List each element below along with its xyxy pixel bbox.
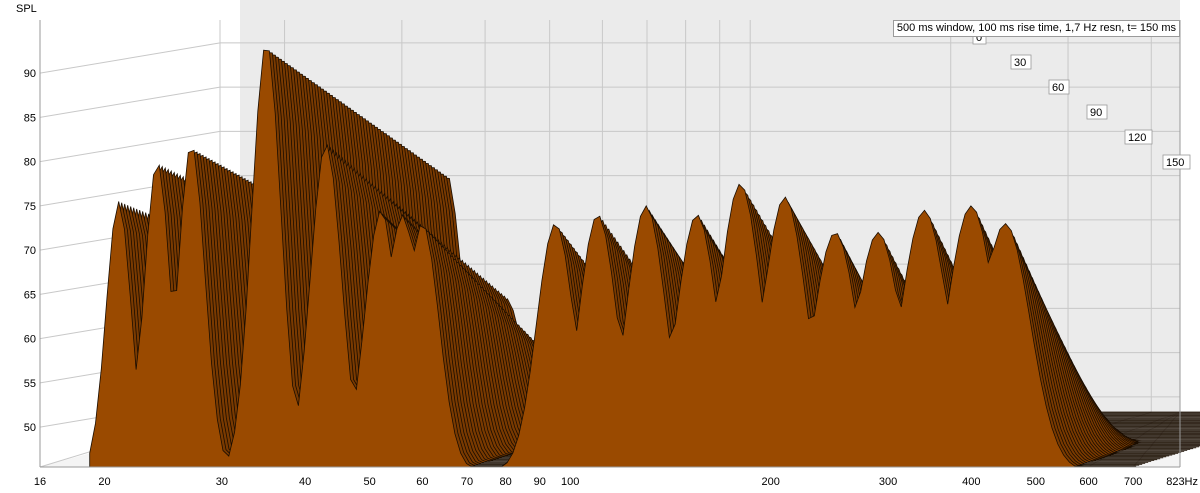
- time-tick-5: 150: [1162, 154, 1191, 170]
- side-grid-line-8: [39, 42, 221, 74]
- y-tick-label-2: 60: [24, 334, 36, 346]
- y-tick-label-1: 55: [24, 378, 36, 390]
- y-axis-label: SPL: [16, 3, 37, 15]
- x-tick-label-16: 823Hz: [1166, 476, 1198, 488]
- x-tick-label-7: 80: [500, 476, 512, 488]
- time-tick-label-4: 120: [1128, 132, 1146, 144]
- time-tick-box-2: [1048, 79, 1070, 95]
- time-tick-2: 60: [1048, 79, 1070, 95]
- x-tick-label-8: 90: [534, 476, 546, 488]
- time-tick-1: 30: [1010, 54, 1032, 70]
- x-tick-label-9: 100: [561, 476, 579, 488]
- x-tick-label-3: 40: [299, 476, 311, 488]
- time-tick-label-1: 30: [1014, 57, 1026, 69]
- x-tick-label-11: 300: [879, 476, 897, 488]
- y-axis-ticks: 50 55 60 65 70 75 80 85 90: [24, 68, 36, 434]
- time-tick-label-2: 60: [1052, 82, 1064, 94]
- x-tick-label-0: 16: [34, 476, 46, 488]
- time-tick-label-0: 0: [976, 32, 982, 44]
- y-tick-label-0: 50: [24, 422, 36, 434]
- time-tick-box-5: [1162, 154, 1191, 170]
- time-tick-box-3: [1086, 104, 1108, 120]
- y-tick-label-5: 75: [24, 201, 36, 213]
- x-tick-label-4: 50: [364, 476, 376, 488]
- time-tick-4: 120: [1124, 129, 1153, 145]
- x-tick-label-10: 200: [762, 476, 780, 488]
- side-grid-line-7: [39, 86, 221, 118]
- y-tick-label-4: 70: [24, 245, 36, 257]
- x-tick-label-2: 30: [216, 476, 228, 488]
- time-tick-box-1: [1010, 54, 1032, 70]
- x-axis-ticks: 16 20 30 40 50 60 70 80 90 100 200 300 400 500 600 700 8…: [34, 476, 1198, 488]
- y-tick-label-3: 65: [24, 289, 36, 301]
- x-tick-label-13: 500: [1027, 476, 1045, 488]
- measurement-info-box: 500 ms window, 100 ms rise time, 1,7 Hz …: [892, 20, 1180, 37]
- time-tick-3: 90: [1086, 104, 1108, 120]
- x-tick-label-5: 60: [416, 476, 428, 488]
- x-tick-label-6: 70: [461, 476, 473, 488]
- x-tick-label-15: 700: [1124, 476, 1142, 488]
- y-tick-label-8: 90: [24, 68, 36, 80]
- y-tick-label-7: 85: [24, 112, 36, 124]
- x-tick-label-14: 600: [1079, 476, 1097, 488]
- waterfall-slices: [89, 49, 1200, 468]
- time-tick-label-3: 90: [1090, 107, 1102, 119]
- y-tick-label-6: 80: [24, 157, 36, 169]
- x-tick-label-12: 400: [962, 476, 980, 488]
- time-tick-label-5: 150: [1166, 157, 1184, 169]
- x-tick-label-1: 20: [98, 476, 110, 488]
- plot-frame: [39, 20, 1181, 468]
- time-tick-box-4: [1124, 129, 1153, 145]
- waterfall-slice-0: [89, 49, 1134, 468]
- side-grid-line-6: [39, 130, 221, 163]
